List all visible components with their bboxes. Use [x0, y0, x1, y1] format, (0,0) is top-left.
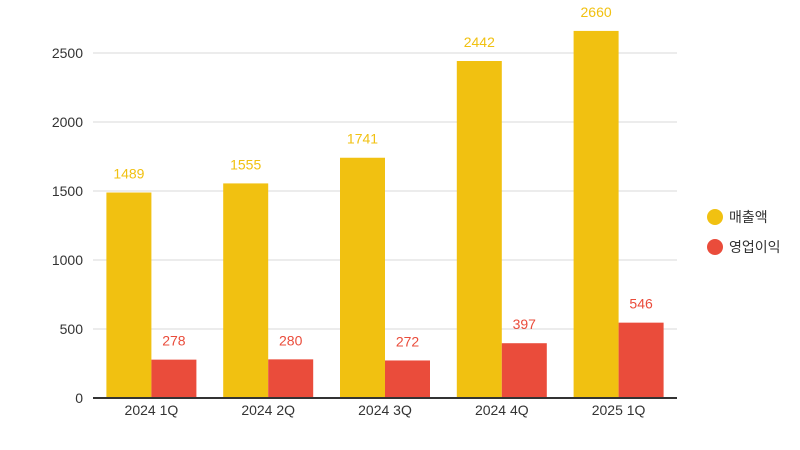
y-tick-label-2000: 2000 — [52, 114, 83, 130]
value-label-operating-profit-2025-1q: 546 — [629, 296, 653, 312]
legend-label-operating-profit: 영업이익 — [729, 239, 781, 255]
y-tick-label-500: 500 — [60, 321, 84, 337]
bar-revenue-2024-1q[interactable] — [106, 192, 152, 398]
bar-operating-profit-2024-2q[interactable] — [268, 359, 314, 398]
x-tick-label-2024-4q: 2024 4Q — [475, 402, 529, 418]
x-tick-label-2024-2q: 2024 2Q — [241, 402, 295, 418]
bar-revenue-2024-2q[interactable] — [223, 183, 269, 398]
value-label-revenue-2024-3q: 1741 — [347, 131, 378, 147]
x-tick-label-2024-1q: 2024 1Q — [125, 402, 179, 418]
value-label-revenue-2024-1q: 1489 — [113, 166, 144, 182]
bar-operating-profit-2024-3q[interactable] — [385, 360, 430, 398]
bar-revenue-2025-1q[interactable] — [573, 30, 619, 398]
bar-operating-profit-2024-1q[interactable] — [151, 359, 197, 398]
bars — [106, 30, 664, 399]
y-tick-label-1000: 1000 — [52, 252, 83, 268]
x-tick-label-2025-1q: 2025 1Q — [592, 402, 646, 418]
value-labels: 1489 278 1555 280 1741 272 2442 397 2660 546 — [113, 4, 653, 350]
bar-operating-profit-2025-1q[interactable] — [618, 322, 664, 398]
value-label-operating-profit-2024-1q: 278 — [162, 333, 186, 349]
legend-item-revenue[interactable]: 매출액 — [707, 202, 781, 232]
bar-operating-profit-2024-4q[interactable] — [501, 343, 547, 398]
legend-item-operating-profit[interactable]: 영업이익 — [707, 232, 781, 262]
legend: 매출액 영업이익 — [707, 202, 781, 262]
value-label-operating-profit-2024-3q: 272 — [396, 333, 420, 349]
y-tick-label-2500: 2500 — [52, 45, 83, 61]
x-axis-ticks: 2024 1Q 2024 2Q 2024 3Q 2024 4Q 2025 1Q — [125, 402, 646, 418]
bar-revenue-2024-4q[interactable] — [456, 61, 502, 399]
legend-label-revenue: 매출액 — [729, 209, 768, 225]
bar-revenue-2024-3q[interactable] — [340, 157, 385, 398]
value-label-revenue-2025-1q: 2660 — [581, 4, 612, 20]
x-tick-label-2024-3q: 2024 3Q — [358, 402, 412, 418]
value-label-operating-profit-2024-4q: 397 — [513, 316, 537, 332]
legend-swatch-operating-profit — [707, 239, 723, 255]
legend-swatch-revenue — [707, 209, 723, 225]
y-tick-label-0: 0 — [75, 390, 83, 406]
value-label-revenue-2024-4q: 2442 — [464, 34, 495, 50]
value-label-operating-profit-2024-2q: 280 — [279, 332, 303, 348]
value-label-revenue-2024-2q: 1555 — [230, 156, 261, 172]
y-axis-ticks: 0 500 1000 1500 2000 2500 — [52, 45, 83, 406]
y-tick-label-1500: 1500 — [52, 183, 83, 199]
